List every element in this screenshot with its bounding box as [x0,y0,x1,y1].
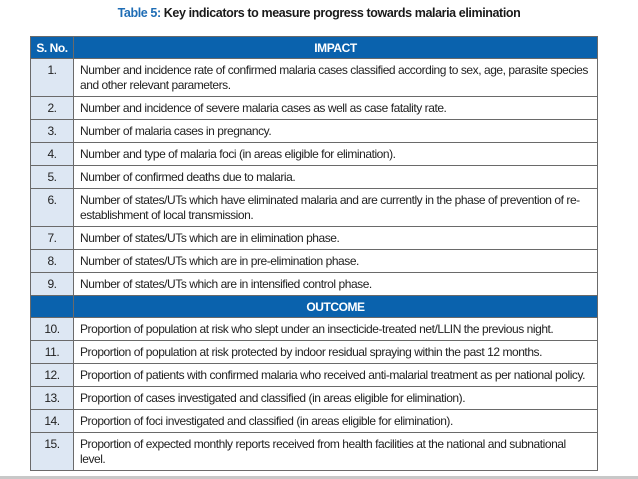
outcome-header: OUTCOME [73,295,598,318]
row-number: 13. [30,386,74,410]
table-row: 2. Number and incidence of severe malaria… [30,96,598,120]
row-number: 14. [30,409,74,433]
table-title: Table 5: Key indicators to measure progr… [0,6,638,20]
table-row: 8. Number of states/UTs which are in pre-… [30,249,598,273]
table-row: 15. Proportion of expected monthly report… [30,432,598,471]
indicator-text: Number of states/UTs which are in intens… [73,272,598,296]
table-row: 12. Proportion of patients with confirmed… [30,363,598,387]
indicators-table: S. No. IMPACT 1. Number and incidence rat… [30,36,598,471]
outcome-header-row: OUTCOME [30,295,598,318]
indicator-text: Number and incidence rate of confirmed m… [73,58,598,97]
indicator-text: Number of states/UTs which are in pre-el… [73,249,598,273]
indicator-text: Proportion of patients with confirmed ma… [73,363,598,387]
indicator-text: Number of confirmed deaths due to malari… [73,165,598,189]
table-row: 14. Proportion of foci investigated and c… [30,409,598,433]
indicator-text: Number and incidence of severe malaria c… [73,96,598,120]
indicator-text: Number of states/UTs which are in elimin… [73,226,598,250]
indicator-text: Number and type of malaria foci (in area… [73,142,598,166]
indicator-text: Proportion of population at risk who sle… [73,317,598,341]
row-number: 7. [30,226,74,250]
table-row: 3. Number of malaria cases in pregnancy. [30,119,598,143]
row-number: 10. [30,317,74,341]
row-number: 3. [30,119,74,143]
row-number: 9. [30,272,74,296]
indicator-text: Proportion of expected monthly reports r… [73,432,598,471]
impact-header-row: S. No. IMPACT [30,36,598,59]
table-row: 5. Number of confirmed deaths due to mala… [30,165,598,189]
row-number: 6. [30,188,74,227]
table-label: Table 5: [117,6,162,20]
row-number: 12. [30,363,74,387]
row-number: 2. [30,96,74,120]
row-number: 11. [30,340,74,364]
page-bottom-divider [0,476,638,479]
row-number: 15. [30,432,74,471]
indicator-text: Proportion of cases investigated and cla… [73,386,598,410]
impact-header: IMPACT [73,36,598,59]
row-number: 4. [30,142,74,166]
table-row: 1. Number and incidence rate of confirmed… [30,58,598,97]
table-row: 4. Number and type of malaria foci (in ar… [30,142,598,166]
outcome-sno-blank [30,295,74,318]
indicator-text: Proportion of foci investigated and clas… [73,409,598,433]
sno-header: S. No. [30,36,74,59]
table-row: 11. Proportion of population at risk prot… [30,340,598,364]
row-number: 1. [30,58,74,97]
table-row: 13. Proportion of cases investigated and … [30,386,598,410]
indicator-text: Number of malaria cases in pregnancy. [73,119,598,143]
indicator-text: Proportion of population at risk protect… [73,340,598,364]
row-number: 8. [30,249,74,273]
table-row: 9. Number of states/UTs which are in inte… [30,272,598,296]
table-caption: Key indicators to measure progress towar… [160,6,521,20]
table-row: 7. Number of states/UTs which are in elim… [30,226,598,250]
row-number: 5. [30,165,74,189]
indicator-text: Number of states/UTs which have eliminat… [73,188,598,227]
table-row: 6. Number of states/UTs which have elimin… [30,188,598,227]
table-row: 10. Proportion of population at risk who … [30,317,598,341]
